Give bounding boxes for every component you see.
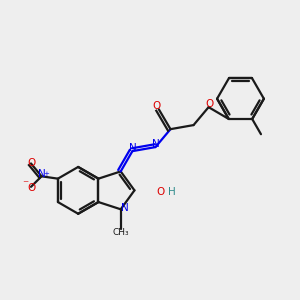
Text: N: N	[129, 143, 137, 153]
Text: O: O	[28, 158, 36, 168]
Text: CH₃: CH₃	[112, 228, 129, 237]
Text: N: N	[152, 139, 160, 149]
Text: H: H	[168, 187, 176, 197]
Text: O: O	[205, 99, 214, 109]
Text: ⁻: ⁻	[22, 178, 28, 191]
Text: N: N	[121, 203, 129, 214]
Text: N: N	[38, 169, 46, 179]
Text: +: +	[44, 171, 50, 177]
Text: O: O	[28, 183, 36, 193]
Text: O: O	[156, 187, 164, 197]
Text: O: O	[153, 101, 161, 111]
